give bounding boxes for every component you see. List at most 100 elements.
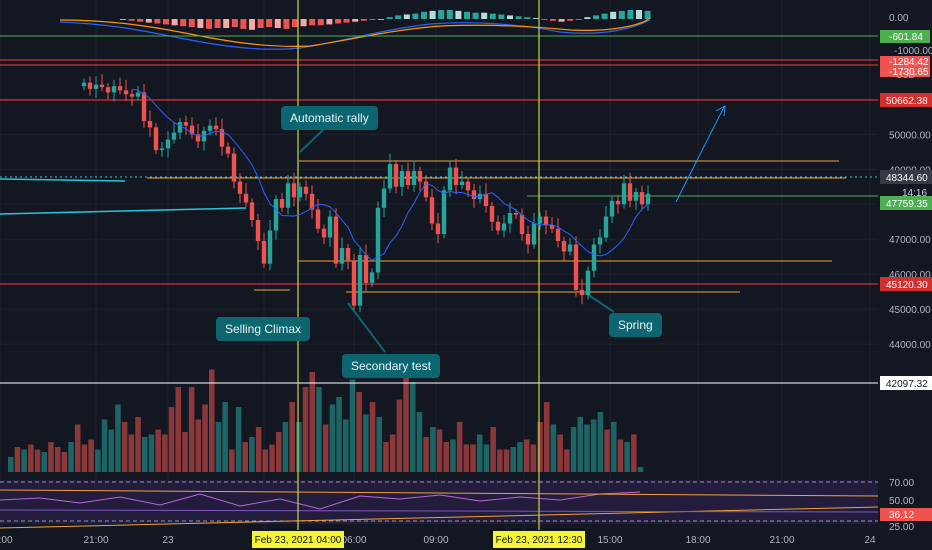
volume-bar: [436, 429, 443, 472]
macd-histogram-bar: [532, 18, 539, 19]
price-label: 42097.32: [886, 379, 928, 390]
candle-down: [495, 221, 501, 231]
rsi-trendline-top: [0, 489, 879, 497]
annotation-selling-climax[interactable]: Selling Climax: [216, 317, 311, 341]
candle-up: [531, 223, 537, 245]
callout-spring: [583, 291, 615, 313]
price-tick-label: 46000.00: [889, 270, 931, 281]
volume-bar: [128, 434, 135, 472]
macd-histogram-bar: [274, 19, 281, 28]
volume-bar: [590, 419, 597, 472]
volume-bar: [570, 427, 577, 472]
volume-bar: [222, 402, 228, 472]
drawing-lines: [0, 0, 878, 530]
cyan-line-left: [0, 178, 126, 182]
macd-histogram-bar: [231, 19, 238, 28]
volume-bar: [443, 442, 449, 472]
volume-bar: [202, 404, 208, 472]
rsi-level-label: 50.00: [889, 496, 914, 507]
time-tick-label: 21:00: [83, 535, 108, 546]
candle-up: [339, 247, 345, 264]
macd-histogram-bar: [223, 19, 230, 28]
volume-bar: [510, 447, 516, 472]
volume-bar: [262, 449, 269, 472]
macd-histogram-bar: [214, 19, 221, 28]
candle-up: [387, 164, 393, 189]
volume-bar: [249, 437, 255, 472]
volume-bar: [142, 437, 148, 472]
candle-down: [627, 183, 633, 201]
volume-bar: [8, 457, 14, 472]
candle-down: [99, 84, 105, 88]
moving-average-line: [131, 88, 649, 261]
candle-down: [231, 153, 237, 182]
candle-up: [177, 122, 183, 133]
volume-bar: [490, 427, 496, 472]
volume-bar: [81, 444, 88, 472]
volume-bar: [182, 432, 188, 472]
time-tick-label: 18:00: [685, 535, 710, 546]
macd-histogram-bar: [240, 19, 247, 29]
macd-histogram-bar: [292, 19, 298, 28]
macd-histogram-bar: [567, 19, 574, 21]
candle-up: [285, 183, 291, 208]
volume-bar: [550, 424, 557, 472]
candle-down: [237, 181, 243, 194]
volume-bar: [302, 387, 309, 472]
volume-bar: [617, 439, 624, 472]
price-axis: 51000.0050000.0049000.0048000.0047000.00…: [878, 0, 932, 550]
macd-histogram-bar: [438, 10, 445, 19]
candle-down: [417, 171, 423, 182]
macd-histogram-bar: [188, 19, 195, 28]
price-label: 45120.30: [886, 280, 928, 291]
macd-zero-label: 0.00: [889, 13, 909, 24]
volume-bar: [416, 412, 423, 472]
price-label: 50662.38: [886, 96, 928, 107]
candle-down: [147, 121, 153, 128]
volume-bar: [530, 444, 537, 472]
volume-bar: [209, 369, 215, 472]
volume-bar: [517, 442, 523, 472]
annotation-spring[interactable]: Spring: [609, 313, 662, 337]
rsi-level-label: 25.00: [889, 522, 914, 533]
candle-down: [513, 213, 519, 215]
macd-histogram-bar: [283, 19, 290, 29]
candle-up: [441, 190, 447, 234]
volume-bar: [463, 444, 470, 472]
candle-up: [399, 171, 405, 187]
volume-bar: [276, 432, 282, 472]
volume-bar: [544, 402, 550, 472]
candle-down: [321, 228, 327, 238]
macd-histogram-bar: [644, 10, 651, 19]
candle-up: [507, 213, 513, 224]
candle-up: [207, 125, 213, 131]
volume-bar: [316, 387, 322, 472]
candle-down: [405, 171, 411, 186]
macd-histogram-bar: [472, 12, 479, 19]
candle-down: [117, 86, 123, 91]
candle-down: [453, 167, 459, 186]
cyan-line-lower: [0, 207, 247, 215]
macd-histogram-bar: [524, 17, 531, 19]
macd-histogram-bar: [171, 19, 178, 26]
annotation-secondary-test[interactable]: Secondary test: [342, 354, 441, 378]
macd-histogram-bar: [636, 10, 642, 19]
candle-up: [501, 223, 507, 231]
volume-bar: [624, 442, 630, 472]
candle-down: [213, 125, 219, 130]
candle-down: [315, 209, 321, 229]
macd-histogram-bar: [326, 19, 333, 25]
macd-histogram-bar: [455, 10, 462, 19]
macd-histogram-bar: [343, 19, 350, 23]
time-tick-label: 23: [162, 535, 174, 546]
volume-bar: [289, 402, 295, 472]
volume-bar: [497, 449, 503, 472]
annotation-automatic-rally[interactable]: Automatic rally: [281, 106, 378, 130]
volume-bar: [423, 437, 429, 472]
macd-histogram-bar: [395, 15, 402, 19]
volume-bar: [235, 407, 242, 472]
candle-down: [351, 260, 357, 306]
candle-up: [459, 181, 465, 186]
